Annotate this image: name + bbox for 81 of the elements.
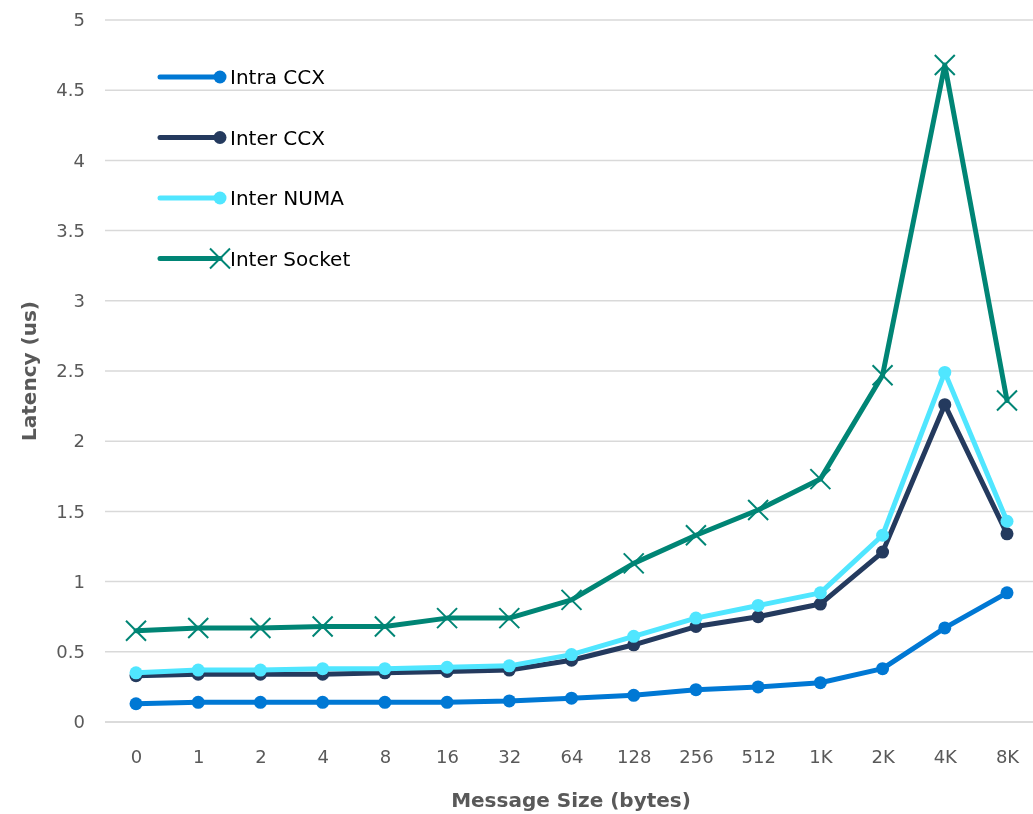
point (565, 648, 578, 662)
point (876, 662, 890, 676)
y-axis-title: Latency (us) (17, 301, 41, 441)
x-tick-label: 512 (741, 745, 776, 767)
x-tick-label: 4K (933, 745, 959, 767)
point (125, 619, 147, 642)
point (938, 398, 952, 412)
point (440, 695, 454, 709)
point (560, 588, 583, 611)
point (751, 610, 765, 624)
point (502, 659, 516, 673)
y-tick-label: 3.5 (56, 219, 85, 241)
x-tick-label: 64 (560, 745, 584, 767)
point (809, 468, 832, 491)
x-tick-label: 1K (809, 745, 834, 767)
legend-label: Inter CCX (230, 125, 326, 150)
point (938, 621, 952, 635)
point (689, 683, 703, 697)
point (689, 611, 703, 625)
y-tick-label: 0.5 (56, 641, 85, 663)
point (1000, 514, 1014, 528)
y-tick-label: 2.5 (56, 360, 85, 382)
point (933, 53, 956, 76)
x-tick-label: 128 (617, 745, 652, 767)
point (311, 615, 334, 638)
y-tick-label: 1 (73, 570, 85, 592)
x-tick-label: 0 (130, 745, 143, 767)
point (627, 629, 641, 643)
y-tick-label: 1.5 (56, 500, 85, 522)
point (813, 676, 827, 690)
point (378, 695, 392, 709)
point (373, 615, 396, 638)
point (436, 607, 459, 630)
point (996, 389, 1018, 412)
point (747, 499, 770, 521)
point (813, 597, 827, 611)
point (440, 660, 454, 674)
legend-label: Inter NUMA (230, 186, 345, 210)
x-tick-label: 8K (995, 745, 1021, 767)
point (253, 663, 267, 677)
x-tick-label: 2 (255, 745, 267, 767)
x-tick-label: 32 (498, 745, 522, 767)
x-tick-label: 16 (436, 745, 460, 767)
y-tick-label: 2 (73, 430, 85, 452)
point (938, 365, 952, 379)
x-tick-label: 8 (379, 745, 392, 767)
legend-label: Intra CCX (230, 65, 326, 89)
x-tick-label: 256 (679, 745, 714, 767)
point (565, 691, 578, 705)
point (876, 545, 890, 559)
point (191, 663, 205, 677)
point (498, 607, 521, 630)
legend-label: Inter Socket (230, 246, 351, 271)
y-tick-label: 0 (73, 711, 85, 733)
point (876, 528, 890, 542)
point (871, 364, 894, 387)
point (684, 524, 707, 547)
point (191, 695, 205, 709)
point (502, 694, 516, 708)
y-tick-label: 4 (73, 149, 85, 171)
point (316, 695, 330, 709)
point (751, 680, 765, 694)
x-axis-title: Message Size (bytes) (451, 788, 691, 812)
point (813, 586, 827, 600)
x-tick-label: 1 (192, 745, 205, 767)
point (1000, 527, 1014, 541)
point (253, 695, 267, 709)
x-tick-label: 4 (317, 745, 329, 767)
y-tick-label: 4.5 (56, 79, 85, 101)
point (751, 598, 765, 612)
point (187, 616, 210, 639)
point (249, 616, 272, 639)
point (378, 662, 392, 676)
point (1000, 586, 1014, 600)
point (627, 688, 641, 702)
y-tick-label: 5 (73, 9, 85, 31)
point (129, 697, 143, 711)
x-tick-label: 2K (871, 745, 896, 767)
y-tick-label: 3 (73, 290, 85, 312)
point (316, 662, 330, 676)
point (622, 552, 645, 575)
